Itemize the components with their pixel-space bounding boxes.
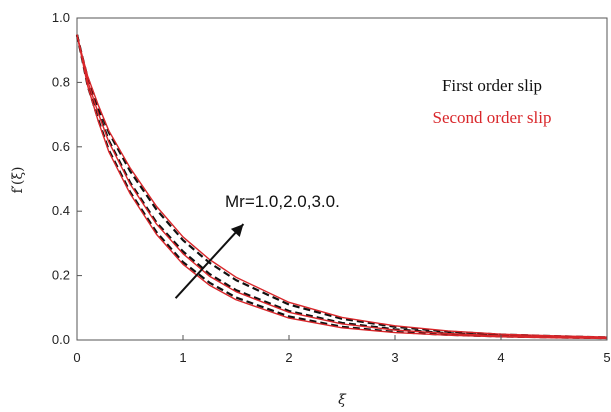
y-axis-label: f′(ξ) <box>10 167 26 194</box>
y-tick-label: 0.4 <box>52 203 70 218</box>
series-line-second-order-slip <box>76 34 608 338</box>
plot-frame <box>76 17 608 341</box>
annotation-group: Mr=1.0,2.0,3.0. <box>174 192 340 299</box>
x-tick-label: 3 <box>391 350 398 365</box>
x-tick-label: 1 <box>179 350 186 365</box>
series-line-second-order-slip <box>76 34 608 340</box>
x-tick-label: 2 <box>285 350 292 365</box>
legend-label-first-order-slip: First order slip <box>442 76 542 95</box>
x-tick-label: 4 <box>497 350 504 365</box>
curves-group <box>75 34 608 340</box>
series-line-second-order-slip <box>76 34 608 339</box>
x-ticks-group: 0 1 2 3 4 5 <box>73 335 611 365</box>
x-tick-label: 0 <box>73 350 80 365</box>
y-tick-label: 0.2 <box>52 268 70 283</box>
plot-area: 0 1 2 3 4 5 0.0 0.2 0.4 0.6 0.8 1.0 <box>52 10 611 365</box>
y-tick-label: 1.0 <box>52 10 70 25</box>
annotation-arrow-line <box>174 223 245 299</box>
legend: First order slip Second order slip <box>433 76 552 127</box>
x-axis-label: ξ <box>338 392 347 408</box>
annotation-text: Mr=1.0,2.0,3.0. <box>225 192 340 211</box>
y-tick-label: 0.0 <box>52 332 70 347</box>
series-line-first-order-slip <box>75 34 608 339</box>
legend-label-second-order-slip: Second order slip <box>433 108 552 127</box>
y-tick-label: 0.8 <box>52 74 70 89</box>
x-tick-label: 5 <box>603 350 610 365</box>
y-tick-label: 0.6 <box>52 139 70 154</box>
annotation-arrow-head <box>230 224 244 237</box>
y-ticks-group: 0.0 0.2 0.4 0.6 0.8 1.0 <box>52 10 82 347</box>
